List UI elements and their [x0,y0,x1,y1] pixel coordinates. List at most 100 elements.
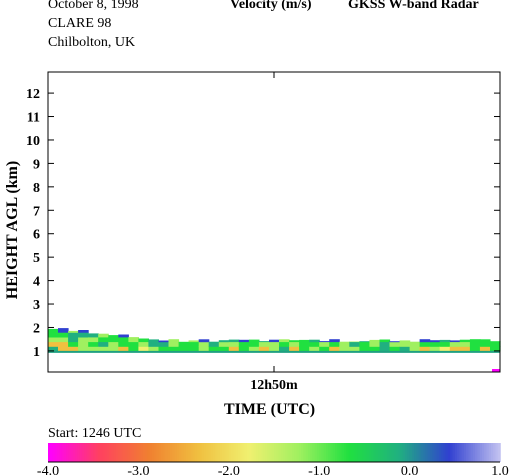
echo-cell [279,341,290,347]
colorbar-step [201,443,205,462]
colorbar-step [405,443,409,462]
echo-cell [319,346,330,352]
echo-cell [349,346,360,352]
colorbar-step [389,443,393,462]
colorbar-step [219,443,223,462]
colorbar-step [242,443,246,462]
colorbar-step [316,443,320,462]
colorbar-step [262,443,266,462]
echo-cell [138,346,149,352]
colorbar-step [95,443,99,462]
colorbar-step [100,443,104,462]
colorbar-step [382,443,386,462]
colorbar-step [436,443,440,462]
plot-frame [47,71,501,373]
colorbar-step [215,443,219,462]
colorbar-step [199,443,203,462]
echo-cell [379,339,391,343]
colorbar-step [115,443,119,462]
colorbar-step [339,443,343,462]
colorbar-tick-label: 1.0 [491,464,509,476]
colorbar-step [384,443,388,462]
echo-cell [128,337,139,343]
colorbar-step [124,443,128,462]
colorbar-step [355,443,359,462]
echo-cell [319,341,330,347]
colorbar-step [258,443,262,462]
y-tick-label: 1 [33,345,40,360]
colorbar-step [321,443,325,462]
echo-cell [188,341,200,347]
colorbar-step [54,443,58,462]
echo-cell [379,341,391,347]
colorbar-step [491,443,495,462]
echo-cell [58,346,69,352]
echo-cell [439,346,451,352]
colorbar-step [371,443,375,462]
echo-cell [329,339,340,343]
echo-cell [359,346,370,352]
echo-cell [228,339,240,343]
echo-cell [88,333,99,338]
echo-cell [118,334,129,338]
colorbar-step [194,443,198,462]
echo-cell [138,338,149,343]
echo-cells [48,328,501,372]
echo-cell [339,346,350,352]
echo-cell [58,336,69,343]
colorbar-step [328,443,332,462]
colorbar-tick-label: -4.0 [37,464,59,476]
colorbar-step [224,443,228,462]
instrument-title: GKSS W-band Radar [348,0,479,12]
echo-cell [379,346,391,352]
colorbar-step [459,443,463,462]
colorbar-step [120,443,124,462]
colorbar-step [393,443,397,462]
colorbar-step [497,443,501,462]
colorbar-step [246,443,250,462]
colorbar-step [138,443,142,462]
colorbar-step [145,443,149,462]
colorbar-step [147,443,151,462]
colorbar-step [457,443,461,462]
colorbar-step [276,443,280,462]
colorbar-step [366,443,370,462]
colorbar-step [441,443,445,462]
echo-cell [399,346,411,352]
colorbar-step [113,443,117,462]
echo-cell [309,339,320,343]
colorbar-step [213,443,217,462]
colorbar-step [292,443,296,462]
colorbar-step [468,443,472,462]
echo-cell [48,328,59,333]
colorbar-step [368,443,372,462]
echo-cell [269,346,280,352]
y-tick-label: 9 [33,157,40,172]
echo-cell [258,346,270,352]
echo-cell [258,341,270,347]
echo-cell [58,341,69,347]
echo-cell [88,341,99,347]
colorbar-step [149,443,153,462]
echo-cell [178,346,190,352]
colorbar-step [197,443,201,462]
y-tick-label: 11 [27,111,40,126]
echo-cell [218,340,230,343]
y-tick-label: 3 [33,298,40,313]
colorbar-step [448,443,452,462]
echo-cell [479,339,491,343]
colorbar-step [174,443,178,462]
colorbar-step [185,443,189,462]
colorbar-step [154,443,158,462]
colorbar-step [439,443,443,462]
echo-cell [128,341,139,347]
echo-cell [269,341,280,347]
echo-cell [178,341,190,347]
colorbar-tick-label: -3.0 [127,464,149,476]
echo-cell [469,346,481,352]
echo-cell [299,341,310,347]
echo-cell [279,339,290,343]
colorbar-step [208,443,212,462]
colorbar-step [63,443,67,462]
echo-cell [188,346,200,352]
